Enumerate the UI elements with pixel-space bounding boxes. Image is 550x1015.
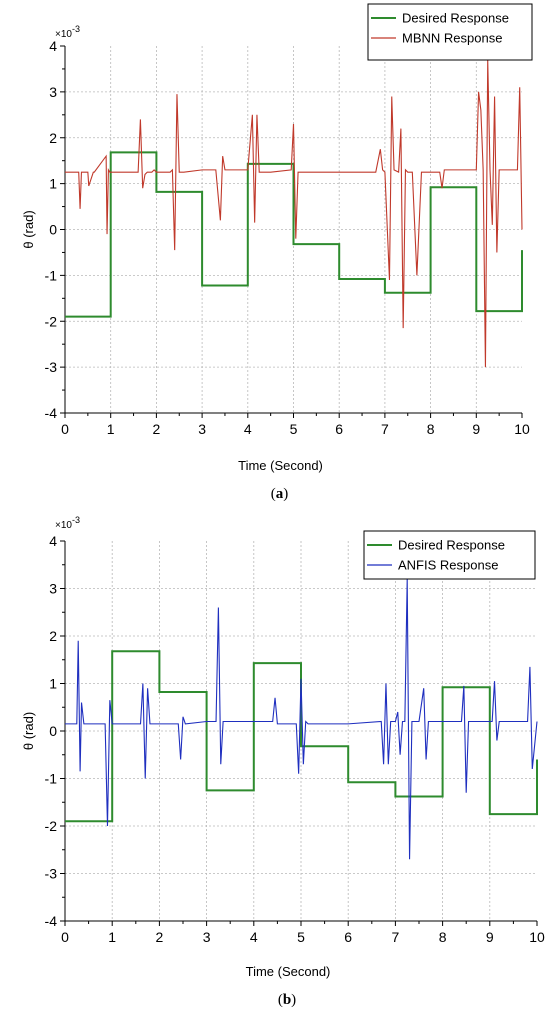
series-line-mbnn-response <box>65 59 523 368</box>
legend: Desired Response MBNN Response <box>367 3 533 61</box>
legend-entry-label: ANFIS Response <box>398 558 498 573</box>
y-tick-label: 1 <box>49 676 57 692</box>
x-tick-label: 2 <box>153 421 161 437</box>
x-tick-label: 0 <box>61 929 69 945</box>
x-tick-label: 9 <box>486 929 494 945</box>
multiplier-exponent: -3 <box>72 515 80 525</box>
y-tick-label: 3 <box>49 581 57 597</box>
x-tick-label: 0 <box>61 421 69 437</box>
x-tick-label: 5 <box>290 421 298 437</box>
x-tick-label: 4 <box>244 421 252 437</box>
y-tick-label: 0 <box>49 723 57 739</box>
y-tick-label: 1 <box>49 176 57 192</box>
x-axis-label: Time (Second) <box>246 964 331 979</box>
caption-paren: ) <box>283 486 288 502</box>
legend-entry-label: Desired Response <box>398 538 505 553</box>
caption-paren: ) <box>291 992 296 1008</box>
multiplier-base: ×10 <box>55 29 72 40</box>
x-tick-label: 10 <box>514 421 530 437</box>
panel-caption: (a) <box>271 486 289 502</box>
y-tick-label: -2 <box>45 313 58 329</box>
legend-box <box>363 530 536 580</box>
series-line-desired-response <box>65 650 538 823</box>
y-tick-label: -1 <box>45 267 58 283</box>
x-tick-label: 8 <box>427 421 435 437</box>
legend: Desired Response ANFIS Response <box>363 530 536 580</box>
x-tick-label: 4 <box>250 929 258 945</box>
y-axis-label: θ (rad) <box>21 712 36 750</box>
y-tick-label: -3 <box>45 359 58 375</box>
y-axis-label: θ (rad) <box>21 210 36 248</box>
y-tick-label: 0 <box>49 222 57 238</box>
series-line-anfis-response <box>65 578 538 860</box>
x-tick-label: 6 <box>335 421 343 437</box>
y-tick-label: 2 <box>49 628 57 644</box>
x-tick-label: 8 <box>439 929 447 945</box>
multiplier-exponent: -3 <box>72 24 80 34</box>
y-tick-label: -4 <box>45 913 58 929</box>
caption-paren: ( <box>271 486 276 502</box>
x-tick-label: 7 <box>381 421 389 437</box>
x-tick-label: 9 <box>472 421 480 437</box>
x-tick-label: 2 <box>156 929 164 945</box>
caption-paren: ( <box>278 992 283 1008</box>
x-axis-label: Time (Second) <box>238 458 323 473</box>
x-tick-label: 7 <box>392 929 400 945</box>
x-tick-label: 1 <box>108 929 116 945</box>
y-tick-label: -3 <box>45 866 58 882</box>
y-tick-label: 4 <box>49 533 57 549</box>
y-tick-label: 4 <box>49 38 57 54</box>
x-tick-label: 3 <box>198 421 206 437</box>
x-tick-label: 3 <box>203 929 211 945</box>
panel-caption: (b) <box>278 992 296 1008</box>
series-line-desired-response <box>65 151 523 318</box>
legend-entry-label: Desired Response <box>402 11 509 26</box>
x-tick-label: 5 <box>297 929 305 945</box>
legend-entry-label: MBNN Response <box>402 31 502 46</box>
y-tick-label: 2 <box>49 130 57 146</box>
multiplier-base: ×10 <box>55 520 72 531</box>
y-tick-label: -4 <box>45 405 58 421</box>
x-tick-label: 1 <box>107 421 115 437</box>
y-tick-label: 3 <box>49 84 57 100</box>
legend-box <box>367 3 533 61</box>
caption-letter: a <box>276 486 284 502</box>
x-tick-label: 6 <box>344 929 352 945</box>
y-axis-multiplier: ×10-3 <box>55 24 80 40</box>
y-tick-label: -1 <box>45 771 58 787</box>
y-tick-label: -2 <box>45 818 58 834</box>
caption-letter: b <box>283 992 291 1008</box>
x-tick-label: 10 <box>529 929 545 945</box>
y-axis-multiplier: ×10-3 <box>55 515 80 531</box>
